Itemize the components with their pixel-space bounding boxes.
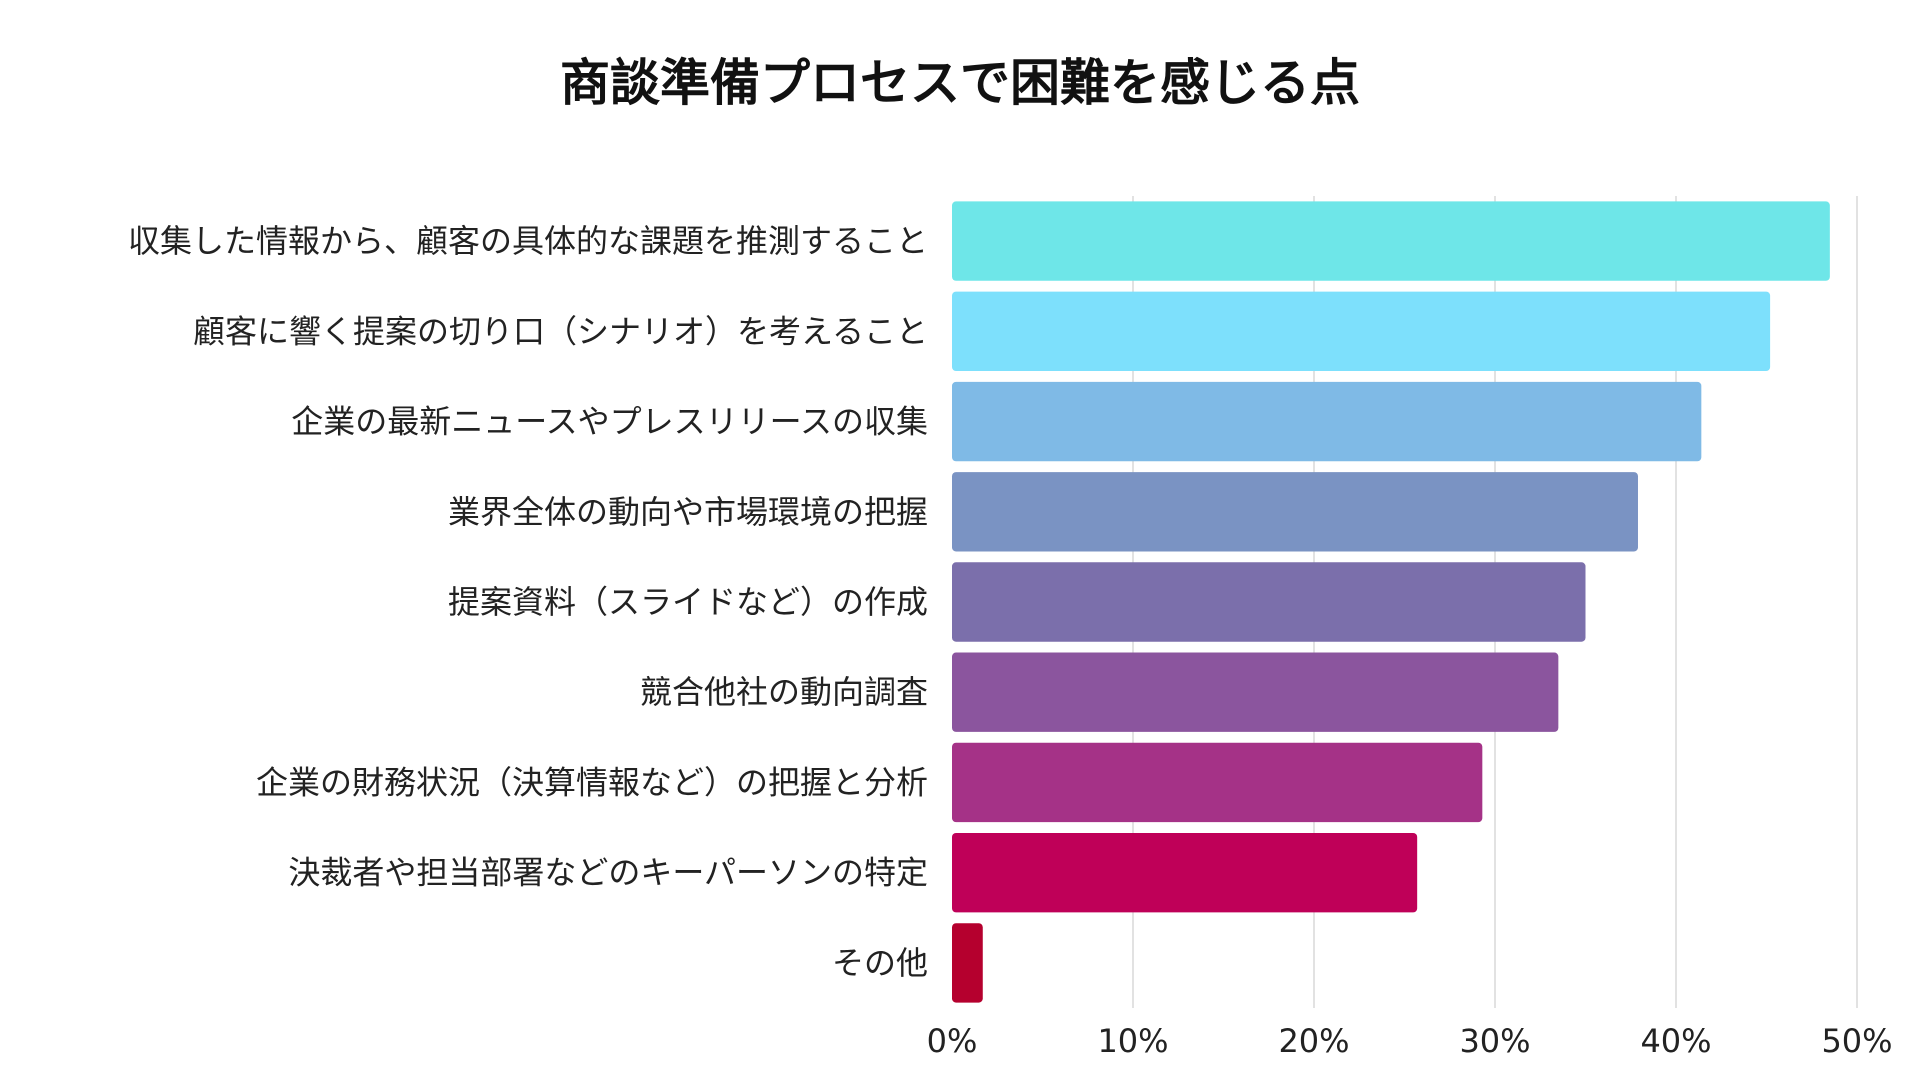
category-label: その他 <box>832 944 928 982</box>
category-label: 企業の財務状況（決算情報など）の把握と分析 <box>256 763 928 801</box>
bar <box>952 562 1586 642</box>
category-label: 競合他社の動向調査 <box>640 673 928 711</box>
category-label: 提案資料（スライドなど）の作成 <box>448 583 928 621</box>
category-label: 業界全体の動向や市場環境の把握 <box>448 493 928 531</box>
x-tick-label: 30% <box>1459 1022 1530 1060</box>
x-tick-label: 50% <box>1821 1022 1892 1060</box>
chart-title: 商談準備プロセスで困難を感じる点 <box>560 54 1360 112</box>
bar <box>952 742 1483 823</box>
bars <box>952 201 1830 1003</box>
category-label: 企業の最新ニュースやプレスリリースの収集 <box>291 403 928 441</box>
bar <box>952 832 1418 913</box>
bar <box>952 472 1638 552</box>
bar <box>952 652 1559 732</box>
x-tick-label: 40% <box>1640 1022 1711 1060</box>
category-label: 決裁者や担当部署などのキーパーソンの特定 <box>288 854 928 892</box>
category-labels: 収集した情報から、顧客の具体的な課題を推測すること顧客に響く提案の切り口（シナリ… <box>128 222 928 982</box>
bar <box>952 201 1830 281</box>
category-label: 顧客に響く提案の切り口（シナリオ）を考えること <box>193 312 928 350</box>
x-tick-label: 20% <box>1278 1022 1349 1060</box>
bar <box>952 381 1702 462</box>
bar <box>952 291 1771 372</box>
category-label: 収集した情報から、顧客の具体的な課題を推測すること <box>128 222 928 260</box>
x-tick-label: 10% <box>1097 1022 1168 1060</box>
x-axis-tick-labels: 0% 10% 20% 30% 40% 50% <box>927 1022 1893 1060</box>
x-tick-label: 0% <box>927 1022 978 1060</box>
bar <box>952 923 983 1003</box>
